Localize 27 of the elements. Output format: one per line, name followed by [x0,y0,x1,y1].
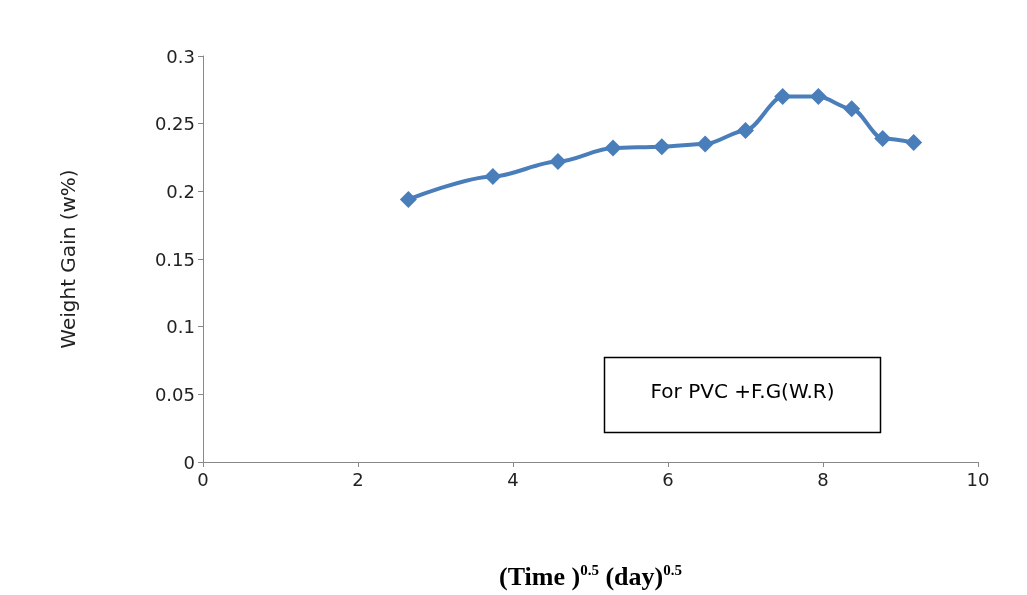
y-tick-label: 0 [183,451,195,473]
annotation: For PVC +F.G(W.R) [650,378,835,403]
x-tick-label: 10 [966,468,990,490]
x-tick-label: 2 [352,468,364,490]
point [874,130,892,148]
point [653,138,671,156]
x-tick-label: 4 [507,468,519,490]
y-tick-label: 0.25 [154,113,195,135]
y-tick-label: 0.2 [166,180,195,202]
point [905,134,923,152]
point [399,190,417,208]
point [737,121,754,139]
y-tick-label: 0.15 [154,248,195,270]
y-axis-title: Weight Gain (w%) [56,169,80,349]
point [774,88,792,106]
point [604,139,622,157]
point [809,88,827,106]
y-tick-label: 0.1 [166,316,195,338]
point [484,167,502,185]
x-tick-label: 6 [662,468,674,490]
y-tick-label: 0.3 [166,45,195,67]
y-tick-label: 0.05 [154,383,195,405]
x-tick-label: 8 [817,468,829,490]
point [696,135,714,153]
x-tick-label: 0 [197,468,209,490]
point [549,153,567,171]
point [843,100,861,118]
